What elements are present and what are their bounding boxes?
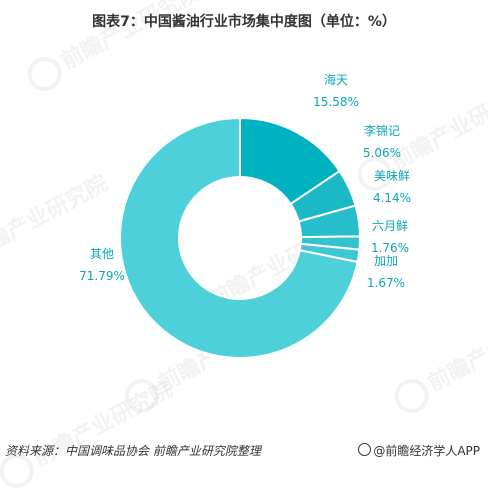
slice-value-label: 1.67% [367,276,405,290]
brand-logo-icon [358,443,372,456]
source-note: 资料来源：中国调味品协会 前瞻产业研究院整理 [5,444,261,458]
donut-chart: 海天 15.58% 李锦记 5.06% 美味鲜 4.14% 六月鲜 1.76%加加 1.67% 其… [79,72,411,359]
chart-title: 图表7：中国酱油行业市场集中度图（单位：%） [92,14,396,30]
slice-value-label: 4.14% [373,191,411,205]
footer: 资料来源：中国调味品协会 前瞻产业研究院整理 @前瞻经济学人APP [0,438,488,468]
donut-slice [119,116,359,359]
brand-credit: @前瞻经济学人APP [358,442,480,459]
slice-value-label: 5.06% [363,146,401,160]
slice-value-label: 71.79% [79,269,125,283]
slice-name-label: 其他 [90,247,114,261]
slice-value-label: 1.76% [371,241,409,255]
slice-value-label: 15.58% [313,95,359,109]
slice-name-label: 美味鲜 [374,169,410,183]
slice-name-label: 海天 [324,72,348,87]
slice-name-label: 六月鲜 [372,219,408,233]
slice-name-label: 李锦记 [364,123,400,138]
brand-text: @前瞻经济学人APP [373,444,480,458]
slice-name-label: 加加 [374,254,398,268]
